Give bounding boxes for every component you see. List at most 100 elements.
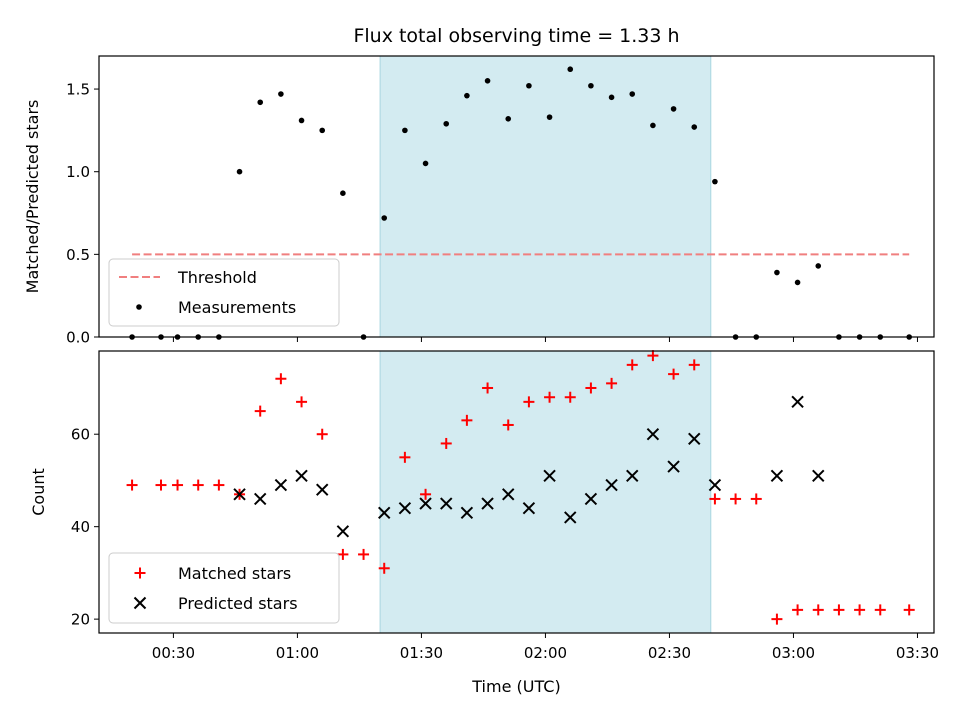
matched-star-point bbox=[192, 479, 204, 491]
legend-threshold-label: Threshold bbox=[177, 268, 257, 287]
bottom-panel: 20 40 60 00:30 01:00 01:30 02:00 02:30 03:00 03:… bbox=[29, 350, 939, 696]
matched-star-point bbox=[854, 604, 866, 616]
measurement-point bbox=[298, 117, 305, 124]
matched-star-point bbox=[378, 562, 390, 574]
y-tick-label: 60 bbox=[71, 426, 90, 444]
measurement-point bbox=[794, 279, 801, 286]
x-tick-label: 00:30 bbox=[152, 644, 195, 662]
matched-star-point bbox=[155, 479, 167, 491]
matched-star-point bbox=[647, 350, 659, 362]
y-tick-label: 0.5 bbox=[66, 246, 90, 264]
top-highlight-span bbox=[379, 55, 712, 338]
matched-star-point bbox=[585, 382, 597, 394]
predicted-star-point bbox=[316, 483, 329, 496]
measurement-point bbox=[629, 91, 636, 97]
predicted-star-point bbox=[336, 525, 350, 538]
predicted-star-point bbox=[233, 488, 246, 501]
measurement-point bbox=[402, 127, 408, 134]
matched-star-point bbox=[688, 359, 700, 371]
measurement-point bbox=[319, 127, 326, 134]
measurement-point bbox=[815, 263, 822, 269]
predicted-star-point bbox=[440, 497, 453, 510]
predicted-star-point bbox=[522, 501, 536, 515]
bottom-legend: Matched stars Predicted stars bbox=[108, 552, 340, 624]
matched-star-point bbox=[709, 493, 721, 505]
legend-plus-marker bbox=[134, 567, 146, 579]
predicted-star-point bbox=[708, 478, 722, 492]
matched-star-point bbox=[296, 396, 308, 408]
y-tick-label: 20 bbox=[71, 611, 90, 629]
predicted-star-point bbox=[274, 478, 288, 492]
legend-x-marker bbox=[133, 596, 147, 610]
matched-star-point bbox=[316, 428, 328, 440]
measurement-point bbox=[608, 94, 615, 101]
x-tick-label: 02:30 bbox=[648, 644, 691, 662]
x-tick-label: 03:30 bbox=[896, 644, 939, 662]
matched-star-point bbox=[812, 604, 824, 616]
x-tick-label: 01:00 bbox=[276, 644, 319, 662]
measurement-point bbox=[567, 66, 574, 73]
measurement-point bbox=[340, 190, 346, 196]
x-tick-label: 01:30 bbox=[400, 644, 443, 662]
measurement-point bbox=[464, 92, 470, 99]
top-legend-box bbox=[108, 258, 340, 327]
matched-star-point bbox=[903, 604, 915, 616]
matched-star-point bbox=[420, 488, 432, 500]
top-y-ticks: 0.0 0.5 1.0 1.5 bbox=[66, 81, 99, 347]
predicted-star-point bbox=[812, 469, 825, 483]
y-tick-label: 1.0 bbox=[66, 163, 90, 181]
predicted-star-point bbox=[770, 469, 784, 483]
measurement-point bbox=[257, 99, 264, 106]
measurement-point bbox=[546, 114, 553, 120]
legend-predicted-label: Predicted stars bbox=[178, 594, 298, 613]
matched-star-point bbox=[544, 391, 556, 403]
bottom-x-ticks: 00:30 01:00 01:30 02:00 02:30 03:00 03:30 bbox=[152, 633, 939, 662]
matched-star-point bbox=[482, 382, 494, 394]
legend-predicted-swatch bbox=[133, 596, 147, 610]
measurement-point bbox=[278, 91, 284, 97]
matched-star-point bbox=[874, 604, 886, 616]
measurement-point bbox=[381, 215, 388, 221]
y-tick-label: 40 bbox=[71, 518, 90, 536]
top-panel: 0.0 0.5 1.0 1.5 Flux total observing time =… bbox=[23, 25, 935, 347]
matched-star-point bbox=[730, 493, 742, 505]
predicted-star-point bbox=[502, 488, 515, 501]
matched-star-point bbox=[564, 391, 576, 403]
predicted-star-point bbox=[460, 506, 474, 520]
matched-star-point bbox=[668, 368, 680, 380]
predicted-star-point bbox=[791, 395, 804, 409]
y-tick-label: 1.5 bbox=[66, 81, 90, 99]
matched-star-point bbox=[358, 548, 370, 560]
predicted-star-point bbox=[564, 511, 577, 524]
measurement-point bbox=[670, 106, 677, 112]
measurement-points bbox=[129, 66, 912, 340]
predicted-star-point bbox=[667, 460, 680, 473]
predicted-star-point bbox=[584, 492, 598, 506]
matched-star-point bbox=[833, 604, 845, 616]
measurement-point bbox=[650, 122, 656, 129]
predicted-star-point bbox=[605, 478, 618, 492]
measurement-point bbox=[691, 124, 698, 130]
legend-matched-swatch bbox=[134, 567, 146, 579]
matched-star-point bbox=[399, 451, 411, 463]
measurement-point bbox=[712, 178, 718, 185]
predicted-star-point bbox=[419, 497, 432, 510]
x-tick-label: 02:00 bbox=[524, 644, 567, 662]
bottom-highlight-span bbox=[379, 350, 712, 634]
matched-star-point bbox=[213, 479, 225, 491]
legend-measurements-swatch bbox=[136, 304, 142, 310]
matched-star-point bbox=[254, 405, 266, 417]
x-axis-label: Time (UTC) bbox=[471, 677, 560, 696]
matched-star-point bbox=[461, 414, 473, 426]
predicted-star-point bbox=[626, 469, 639, 483]
matched-star-point bbox=[606, 377, 618, 389]
measurement-point bbox=[443, 120, 450, 127]
matched-star-point bbox=[792, 604, 804, 616]
matched-star-point bbox=[126, 479, 138, 491]
predicted-star-point bbox=[543, 469, 556, 483]
predicted-star-point bbox=[481, 497, 494, 510]
legend-measurements-label: Measurements bbox=[178, 298, 296, 317]
top-y-axis-label: Matched/Predicted stars bbox=[23, 100, 42, 294]
matched-star-point bbox=[771, 613, 783, 625]
